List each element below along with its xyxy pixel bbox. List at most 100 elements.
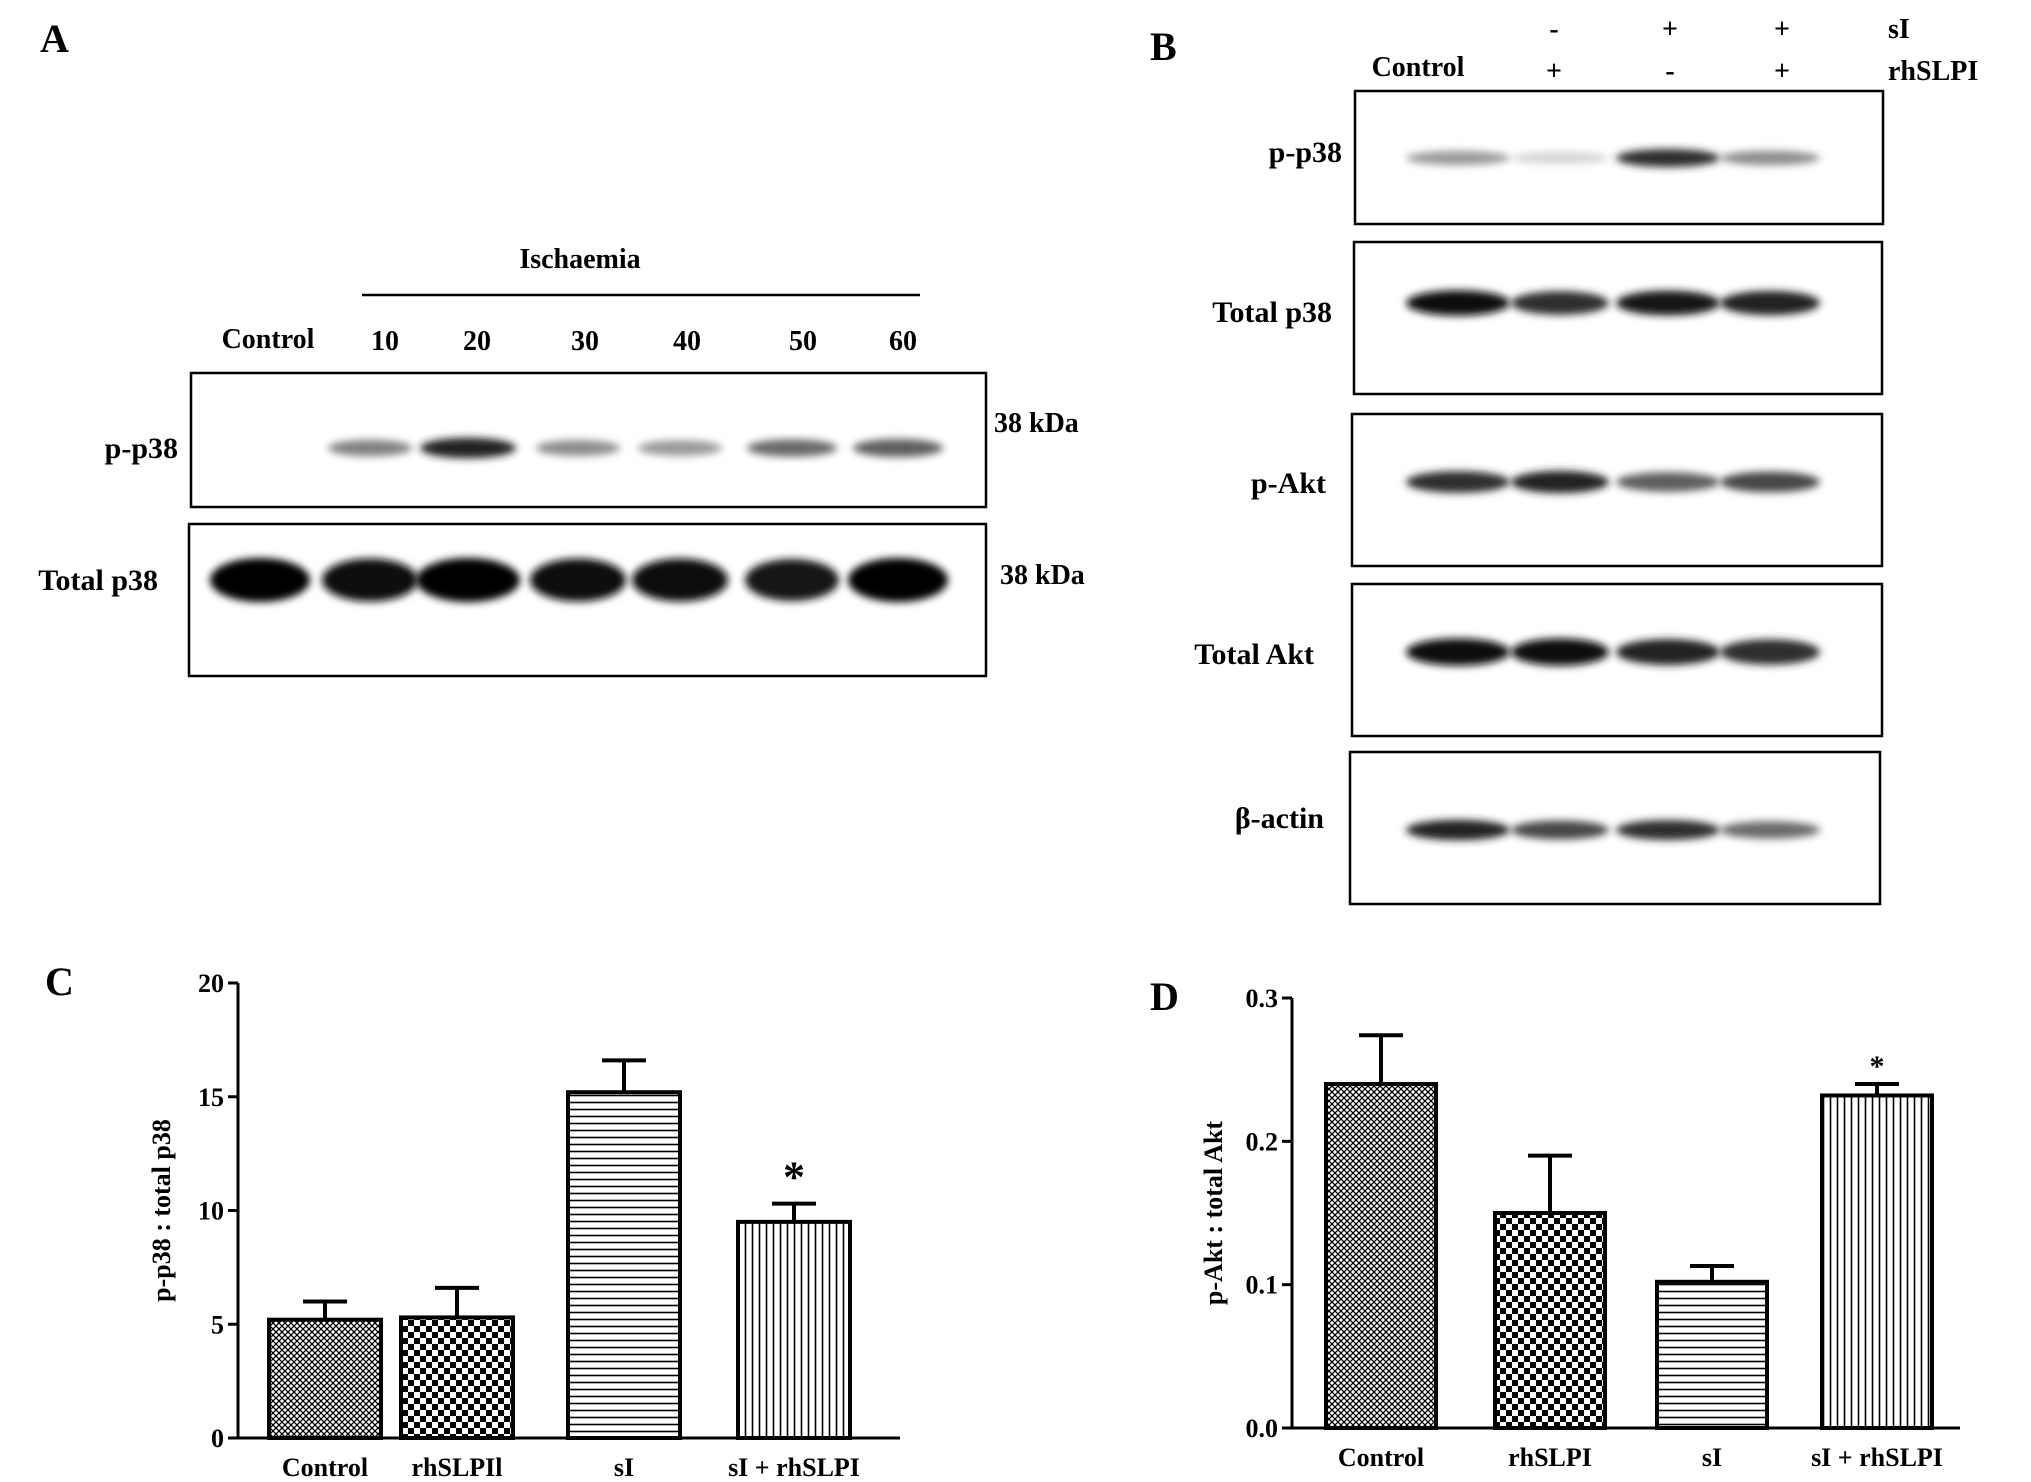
chart-c-category-label: sI + rhSLPI bbox=[728, 1453, 860, 1482]
si-sign-lane-4: + bbox=[1774, 14, 1790, 45]
blot-a-total-p38-band-3 bbox=[416, 558, 520, 602]
row-label-b-beta-actin: β-actin bbox=[1235, 802, 1324, 835]
chart-d-category-label: sI bbox=[1702, 1443, 1722, 1472]
chart-c-significance-marker: * bbox=[783, 1153, 805, 1202]
blot-b-p-akt-band-3 bbox=[1616, 472, 1720, 492]
blot-a-p-p38-band-2 bbox=[328, 439, 412, 457]
blot-b-total-p38-band-1 bbox=[1406, 290, 1510, 316]
chart-d-category-label: Control bbox=[1338, 1443, 1424, 1472]
blot-a-p-p38-band-3 bbox=[420, 437, 516, 459]
blot-b-total-akt-band-4 bbox=[1720, 639, 1820, 665]
lane-label-control: Control bbox=[222, 324, 315, 355]
chart-c-y-tick-label: 10 bbox=[198, 1197, 224, 1226]
blot-a-total-p38-band-7 bbox=[848, 558, 948, 602]
chart-d-category-label: rhSLPI bbox=[1508, 1443, 1592, 1472]
chart-d-bar-2 bbox=[1493, 1211, 1607, 1430]
row-label-b-p-akt: p-Akt bbox=[1251, 467, 1326, 500]
row-label-b-total-p38: Total p38 bbox=[1212, 296, 1332, 329]
chart-d-bar-3 bbox=[1655, 1279, 1769, 1431]
chart-c-y-tick-label: 20 bbox=[198, 969, 224, 998]
chart-d-category-label: sI + rhSLPI bbox=[1811, 1443, 1943, 1472]
blot-b-total-akt-band-1 bbox=[1406, 638, 1510, 666]
kda-label-total-p38: 38 kDa bbox=[1000, 560, 1085, 591]
chart-d-y-tick-label: 0.0 bbox=[1246, 1414, 1279, 1443]
blot-a-p-p38-frame bbox=[189, 371, 988, 509]
si-sign-lane-2: - bbox=[1549, 14, 1558, 45]
si-sign-lane-3: + bbox=[1662, 14, 1678, 45]
chart-d-significance-marker: * bbox=[1870, 1050, 1885, 1083]
panel-b-letter: B bbox=[1150, 24, 1177, 69]
si-factor-label: sI bbox=[1888, 14, 1910, 45]
blot-b-beta-actin-band-3 bbox=[1616, 819, 1720, 841]
ischaemia-group-label: Ischaemia bbox=[519, 244, 640, 275]
blot-b-p-akt-band-4 bbox=[1720, 471, 1820, 493]
chart-d-y-tick-label: 0.3 bbox=[1246, 984, 1279, 1013]
blot-b-p-p38-band-4 bbox=[1720, 150, 1820, 166]
lane-label-10: 10 bbox=[371, 326, 399, 357]
blot-b-beta-actin-band-4 bbox=[1720, 821, 1820, 839]
chart-c-category-label: rhSLPIl bbox=[411, 1453, 502, 1482]
rhslpi-sign-lane-2: + bbox=[1546, 56, 1562, 87]
blot-b-total-p38-frame bbox=[1352, 240, 1884, 396]
panel-a-letter: A bbox=[40, 16, 69, 61]
blot-b-bands bbox=[1406, 148, 1820, 841]
panel-c-letter: C bbox=[45, 959, 74, 1004]
blot-a-total-p38-bands bbox=[210, 558, 948, 602]
chart-c-bar-4 bbox=[736, 1219, 852, 1440]
chart-d-bar-1 bbox=[1324, 1082, 1438, 1430]
panel-d-letter: D bbox=[1150, 974, 1179, 1019]
panel-d: D 0.0 0.1 0.2 0.3 p-Akt : total Akt Control rh… bbox=[1150, 974, 1960, 1472]
chart-c-bar-1 bbox=[267, 1317, 383, 1440]
chart-c-y-axis-label: p-p38 : total p38 bbox=[147, 1119, 176, 1302]
blot-a-total-p38-band-5 bbox=[632, 558, 728, 602]
blot-b-beta-actin-band-2 bbox=[1511, 820, 1609, 840]
rhslpi-sign-lane-3: - bbox=[1665, 56, 1674, 87]
blot-b-p-akt-band-2 bbox=[1511, 470, 1609, 494]
chart-c-category-label: sI bbox=[614, 1453, 634, 1482]
row-label-p-p38: p-p38 bbox=[105, 432, 178, 465]
panel-c: C 0 5 10 15 20 p-p38 : total p38 Control rhSLPI… bbox=[45, 959, 900, 1482]
kda-label-p-p38: 38 kDa bbox=[994, 408, 1079, 439]
blot-b-total-p38-band-4 bbox=[1720, 290, 1820, 316]
blot-b-p-p38-band-1 bbox=[1406, 150, 1510, 166]
chart-c-bar-2 bbox=[399, 1315, 515, 1441]
chart-c-y-tick-label: 15 bbox=[198, 1083, 224, 1112]
blot-b-total-p38-band-3 bbox=[1616, 290, 1720, 316]
panel-b: B Control - + + sI + - + rhSLPI p-p38 To… bbox=[1150, 14, 1978, 906]
blot-a-p-p38-band-5 bbox=[638, 440, 722, 456]
chart-c-y-tick-label: 5 bbox=[211, 1310, 224, 1339]
blot-a-p-p38-bands bbox=[328, 437, 943, 459]
chart-d-y-axis-label: p-Akt : total Akt bbox=[1199, 1121, 1228, 1306]
chart-c-y-tick-label: 0 bbox=[211, 1424, 224, 1453]
blot-a-total-p38-band-2 bbox=[322, 558, 418, 602]
blot-a-total-p38-band-4 bbox=[530, 558, 626, 602]
lane-label-50: 50 bbox=[789, 326, 817, 357]
chart-c: 0 5 10 15 20 p-p38 : total p38 Control rhSLPIl s… bbox=[147, 969, 900, 1482]
lane-label-60: 60 bbox=[889, 326, 917, 357]
blot-b-p-p38-band-3 bbox=[1616, 148, 1720, 168]
blot-a-total-p38-band-1 bbox=[210, 558, 310, 602]
lane-label-30: 30 bbox=[571, 326, 599, 357]
blot-a-p-p38-band-4 bbox=[536, 439, 620, 457]
chart-d-y-tick-label: 0.1 bbox=[1246, 1271, 1279, 1300]
blot-a-p-p38-band-6 bbox=[747, 439, 837, 457]
blot-b-beta-actin-band-1 bbox=[1406, 819, 1510, 841]
blot-b-p-akt-band-1 bbox=[1406, 471, 1510, 493]
blot-b-p-p38-band-2 bbox=[1511, 152, 1609, 164]
chart-d-y-tick-label: 0.2 bbox=[1246, 1127, 1279, 1156]
rhslpi-factor-label: rhSLPI bbox=[1888, 56, 1978, 87]
control-lane-label: Control bbox=[1372, 52, 1465, 83]
row-label-total-p38: Total p38 bbox=[38, 564, 158, 597]
blot-b-total-akt-band-2 bbox=[1511, 638, 1609, 666]
chart-c-bar-3 bbox=[566, 1090, 682, 1440]
row-label-b-total-akt: Total Akt bbox=[1194, 638, 1314, 671]
chart-d: 0.0 0.1 0.2 0.3 p-Akt : total Akt Control rhSL… bbox=[1199, 984, 1960, 1472]
lane-label-40: 40 bbox=[673, 326, 701, 357]
rhslpi-sign-lane-4: + bbox=[1774, 56, 1790, 87]
chart-d-bar-4 bbox=[1820, 1093, 1934, 1430]
row-label-b-p-p38: p-p38 bbox=[1269, 136, 1342, 169]
blot-a-total-p38-band-6 bbox=[745, 558, 839, 602]
lane-label-20: 20 bbox=[463, 326, 491, 357]
